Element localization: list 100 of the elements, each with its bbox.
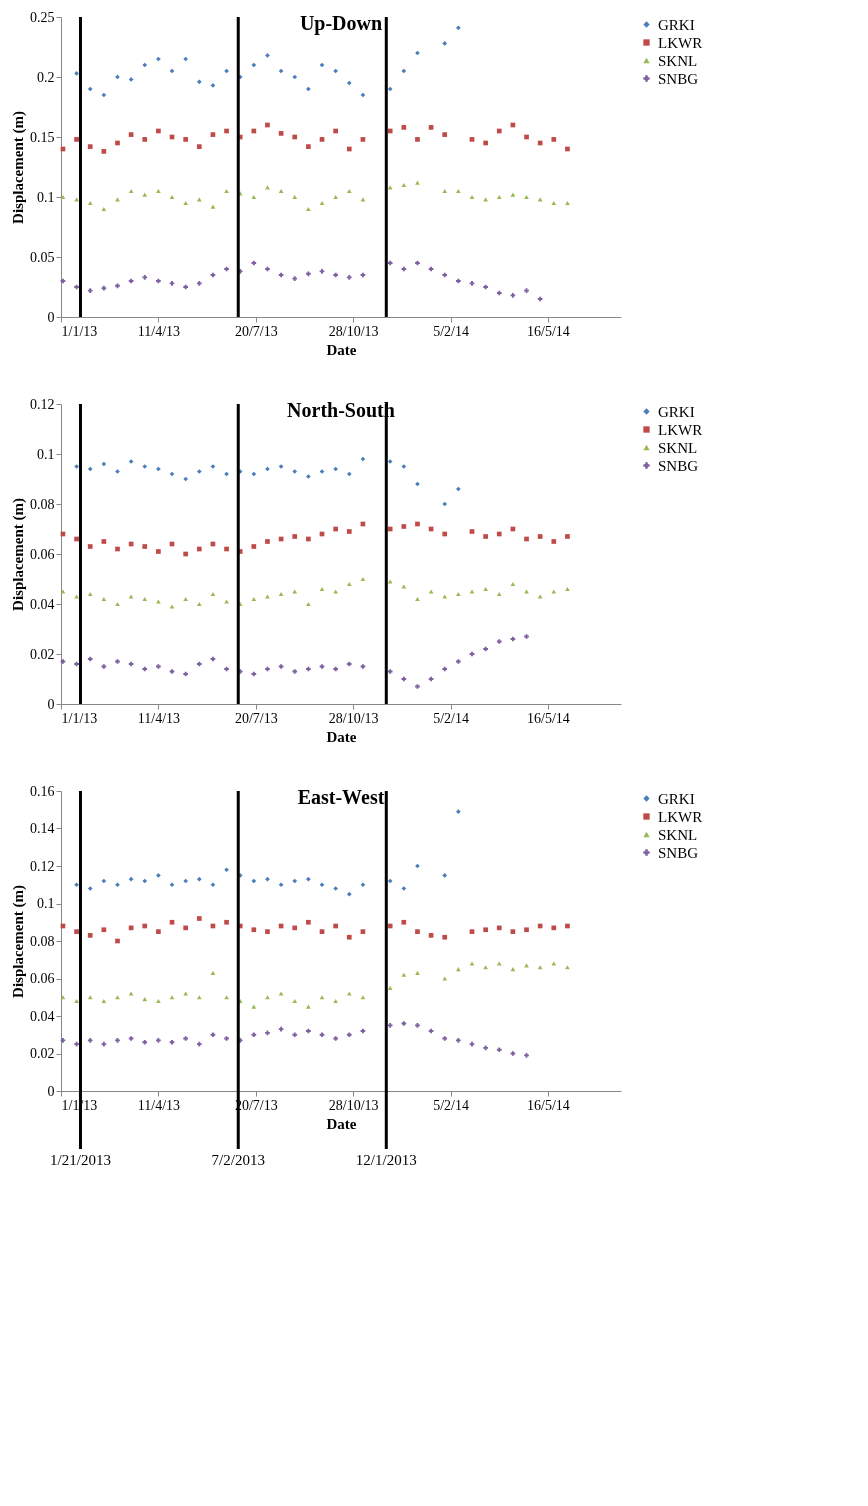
- point: [156, 549, 161, 554]
- point: [251, 471, 257, 477]
- point: [251, 194, 257, 200]
- point: [156, 664, 161, 669]
- point: [278, 991, 284, 996]
- x-tick-label: 5/2/14: [433, 323, 469, 339]
- point: [101, 596, 107, 602]
- point: [401, 68, 407, 74]
- point: [115, 601, 120, 607]
- point: [483, 534, 488, 539]
- point: [142, 192, 148, 197]
- point: [346, 1032, 352, 1038]
- point: [251, 260, 257, 266]
- point: [196, 1041, 202, 1047]
- point: [401, 125, 407, 130]
- point: [183, 476, 189, 482]
- point: [74, 71, 79, 76]
- point: [183, 596, 189, 602]
- y-tick-label: 0.2: [37, 69, 55, 85]
- point: [292, 469, 298, 474]
- point: [74, 464, 79, 469]
- y-tick-label: 0.04: [30, 596, 55, 612]
- chart-title: East-West: [297, 786, 385, 808]
- point: [306, 536, 311, 542]
- point: [115, 469, 120, 474]
- point: [87, 544, 93, 549]
- point: [224, 919, 229, 925]
- point: [115, 1038, 120, 1043]
- point: [537, 534, 543, 539]
- point: [469, 137, 475, 142]
- y-tick-label: 0.06: [30, 971, 55, 986]
- point: [60, 194, 66, 200]
- x-tick-label: 20/7/13: [234, 323, 278, 339]
- point: [115, 938, 120, 944]
- point: [87, 656, 93, 662]
- legend-label: SNBG: [658, 844, 699, 861]
- y-tick-label: 0.05: [30, 249, 55, 265]
- point: [469, 529, 475, 534]
- point: [128, 876, 134, 882]
- point: [510, 293, 516, 298]
- point: [442, 501, 448, 507]
- y-tick-label: 0.04: [30, 1008, 55, 1024]
- point: [333, 128, 338, 134]
- point: [496, 1047, 502, 1053]
- point: [142, 137, 148, 142]
- point: [319, 137, 325, 142]
- point: [101, 461, 107, 467]
- x-tick-label: 5/2/14: [433, 710, 469, 726]
- y-tick-label: 0.08: [30, 496, 55, 512]
- point: [87, 466, 93, 472]
- point: [292, 276, 298, 281]
- point: [306, 601, 311, 607]
- point: [74, 929, 79, 934]
- point: [415, 970, 420, 975]
- point: [87, 995, 93, 1000]
- point: [483, 284, 488, 290]
- point: [292, 134, 298, 140]
- point: [87, 86, 93, 92]
- x-axis-title: Date: [326, 341, 357, 358]
- point: [469, 961, 475, 966]
- point: [101, 998, 107, 1004]
- point: [387, 1023, 393, 1028]
- point: [456, 188, 461, 194]
- point: [442, 132, 448, 137]
- point: [101, 285, 107, 291]
- point: [196, 876, 202, 882]
- x-tick-label: 11/4/13: [137, 323, 181, 339]
- point: [224, 266, 229, 272]
- point: [101, 927, 107, 933]
- point: [483, 965, 488, 970]
- point: [456, 591, 461, 597]
- y-axis-title: Displacement (m): [10, 885, 27, 998]
- y-tick-label: 0: [47, 309, 55, 325]
- point: [456, 25, 461, 31]
- y-tick-label: 0.08: [30, 933, 55, 949]
- point: [128, 188, 134, 194]
- y-tick-label: 0.1: [37, 446, 55, 462]
- point: [360, 882, 366, 888]
- point: [524, 194, 529, 200]
- x-tick-label: 11/4/13: [137, 710, 181, 726]
- point: [360, 576, 366, 582]
- point: [551, 200, 557, 206]
- point: [142, 62, 148, 68]
- point: [510, 192, 516, 197]
- point: [551, 137, 557, 142]
- point: [251, 671, 257, 677]
- point: [251, 128, 257, 134]
- legend-label: LKWR: [658, 808, 703, 825]
- point: [183, 56, 189, 62]
- point: [565, 200, 570, 206]
- point: [401, 1021, 407, 1026]
- y-axis-title: Displacement (m): [10, 498, 27, 611]
- point: [265, 929, 270, 934]
- point: [346, 661, 352, 667]
- point: [251, 1004, 257, 1009]
- point: [265, 594, 270, 599]
- point: [224, 599, 229, 604]
- point: [74, 284, 79, 290]
- point: [74, 661, 79, 667]
- point: [510, 581, 516, 587]
